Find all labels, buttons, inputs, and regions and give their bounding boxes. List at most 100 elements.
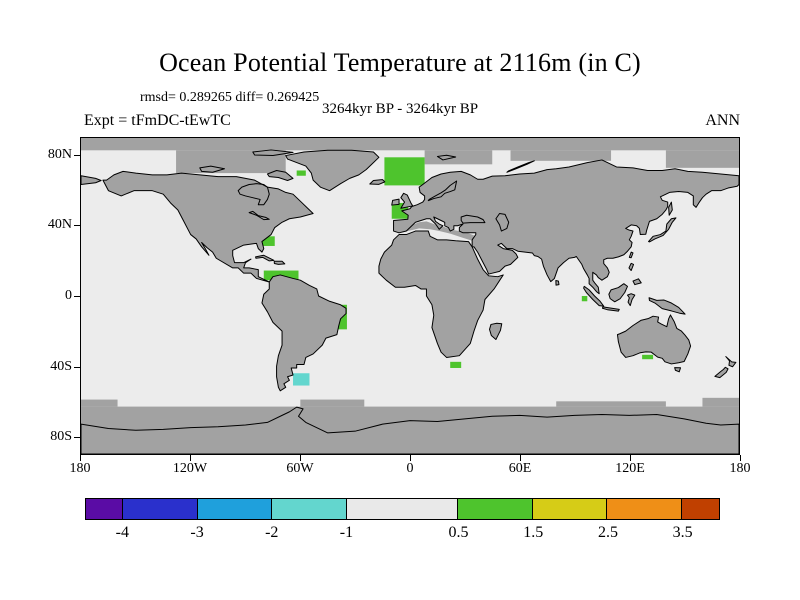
- x-tick-mark: [520, 455, 521, 461]
- continent-shape: [726, 357, 736, 367]
- continent-shape: [256, 255, 274, 261]
- y-tick-label: 80S: [50, 429, 72, 445]
- continent-shape: [584, 286, 604, 306]
- continent-shape: [103, 171, 313, 282]
- x-tick-label: 120W: [172, 461, 208, 476]
- colorbar-segment: [607, 499, 682, 519]
- continent-shape: [490, 323, 502, 339]
- mask-block: [556, 401, 666, 407]
- y-tick-label: 40S: [50, 358, 72, 374]
- continent-shape: [267, 170, 293, 180]
- continent-shape: [556, 281, 559, 286]
- mask-block: [424, 150, 493, 165]
- y-tick-mark: [74, 296, 80, 297]
- x-tick-label: 180: [729, 461, 751, 476]
- x-tick-label: 180: [69, 461, 91, 476]
- x-tick-mark: [630, 455, 631, 461]
- period-label: 3264kyr BP - 3264kyr BP: [321, 101, 479, 117]
- colorbar-tick-label: -1: [339, 524, 354, 541]
- x-tick-mark: [190, 455, 191, 461]
- y-tick-mark: [74, 366, 80, 368]
- colorbar-tick-label: 1.5: [523, 524, 544, 541]
- x-tick-mark: [80, 455, 81, 461]
- colorbar-segment: [681, 499, 719, 519]
- season-label: ANN: [705, 112, 740, 129]
- y-tick-label: 80N: [47, 146, 72, 162]
- continent-shape: [262, 275, 346, 391]
- world-map: [80, 137, 740, 455]
- y-tick-mark: [74, 437, 80, 439]
- inland-sea-outline: [461, 215, 485, 223]
- continent-shape: [602, 307, 619, 311]
- continent-shape: [394, 160, 739, 294]
- continent-shape: [715, 367, 728, 377]
- y-tick-label: 40N: [47, 217, 72, 233]
- mask-block: [665, 150, 739, 168]
- stats-line: rmsd= 0.289265 diff= 0.269425: [140, 90, 320, 105]
- colorbar-tick-label: 3.5: [672, 524, 693, 541]
- inland-sea-outline: [496, 213, 509, 231]
- colorbar-tick-label: -2: [265, 524, 279, 541]
- continent-shape: [81, 407, 739, 454]
- mask-block: [81, 399, 118, 407]
- anomaly-patch-nordic-seas: [384, 157, 425, 186]
- x-tick-label: 60W: [286, 461, 314, 476]
- colorbar: [85, 498, 720, 520]
- anomaly-patch-patagonia-shelf: [293, 373, 310, 386]
- inland-sea-outline: [249, 211, 269, 219]
- continent-shape: [649, 298, 685, 314]
- plot-title: Ocean Potential Temperature at 2116m (in…: [159, 48, 641, 77]
- experiment-label: Expt = tFmDC-tEwTC: [84, 112, 231, 129]
- anomaly-patch-davis-strait: [296, 170, 306, 176]
- continent-shape: [437, 155, 455, 160]
- continent-shape: [507, 161, 534, 172]
- continent-shape: [669, 202, 673, 215]
- colorbar-tick-label: 0.5: [448, 524, 469, 541]
- continent-shape: [609, 284, 628, 302]
- continent-shape: [675, 368, 681, 372]
- continent-shape: [200, 166, 225, 172]
- continent-shape: [81, 176, 101, 185]
- continent-shape: [370, 180, 385, 185]
- colorbar-segment: [272, 499, 347, 519]
- mediterranean-mask: [400, 221, 474, 241]
- continent-shape: [253, 150, 293, 156]
- continent-shape: [379, 231, 503, 357]
- y-tick-mark: [74, 225, 80, 227]
- continent-shape: [401, 193, 413, 208]
- continent-shape: [286, 150, 379, 190]
- continent-shape: [274, 261, 285, 264]
- anomaly-patch-great-australian-bight: [642, 354, 654, 360]
- x-tick-label: 60E: [508, 461, 532, 476]
- y-tick-label: 0: [65, 288, 72, 303]
- mask-block: [510, 150, 612, 161]
- colorbar-segment: [458, 499, 533, 519]
- colorbar-tick-label: -4: [115, 524, 130, 541]
- mask-block: [702, 397, 739, 407]
- colorbar-segment: [86, 499, 124, 519]
- anomaly-patch-us-east-coast: [261, 236, 275, 246]
- continent-shape: [629, 263, 634, 270]
- continent-shape: [629, 252, 633, 258]
- mask-block: [300, 399, 365, 407]
- x-tick-mark: [410, 455, 411, 461]
- continent-shape: [633, 279, 641, 285]
- y-tick-mark: [74, 154, 80, 156]
- inland-sea-outline: [238, 184, 269, 205]
- mask-block: [81, 138, 739, 151]
- anomaly-patch-south-africa: [450, 361, 462, 368]
- colorbar-segment: [197, 499, 273, 519]
- colorbar-segment: [123, 499, 198, 519]
- colorbar-segment: [346, 499, 459, 519]
- x-tick-mark: [740, 455, 741, 461]
- colorbar-tick-label: -3: [190, 524, 204, 541]
- colorbar-tick-label: 2.5: [597, 524, 618, 541]
- continent-shape: [628, 294, 635, 306]
- anomaly-patch-sumatra-offshore: [581, 296, 588, 302]
- x-tick-label: 0: [406, 461, 414, 476]
- x-tick-label: 120E: [615, 461, 645, 476]
- inland-sea-outline: [428, 181, 456, 201]
- continent-shape: [392, 199, 399, 205]
- continent-shape: [617, 315, 690, 364]
